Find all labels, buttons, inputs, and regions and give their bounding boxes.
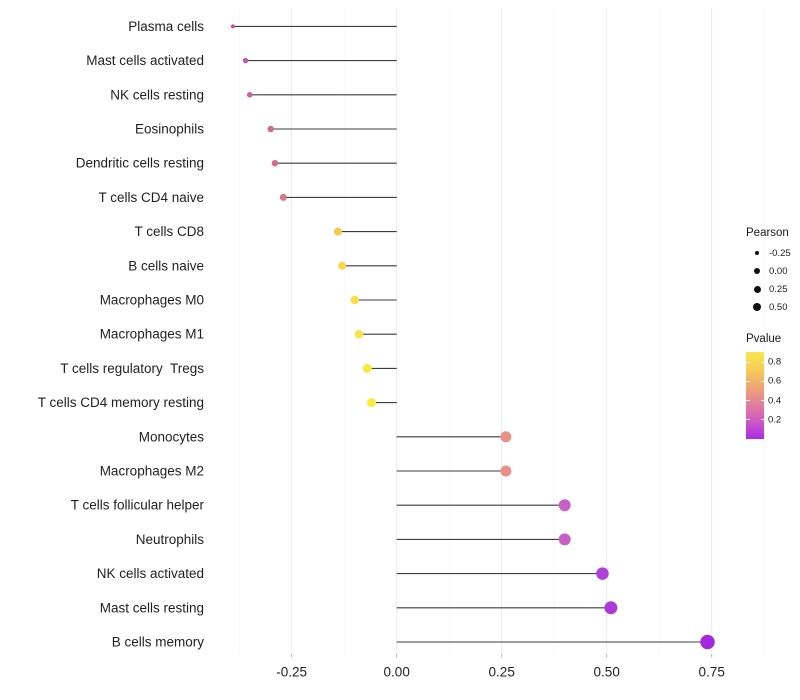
- y-axis-label: Monocytes: [139, 429, 205, 444]
- y-axis-label: T cells CD4 naive: [98, 190, 204, 205]
- y-axis-label: Dendritic cells resting: [76, 156, 204, 171]
- lollipop-dot: [500, 431, 512, 443]
- lollipop-dot: [333, 227, 342, 236]
- lollipop-dot: [246, 92, 253, 98]
- y-axis-label: NK cells resting: [110, 87, 204, 102]
- x-axis-tick-label: 0.25: [489, 665, 515, 680]
- y-axis-label: B cells memory: [112, 635, 205, 650]
- y-axis-label: T cells follicular helper: [71, 498, 205, 513]
- y-axis-label: Plasma cells: [128, 19, 204, 34]
- lollipop-dot: [279, 193, 287, 201]
- x-axis-tick-label: 0.75: [699, 665, 725, 680]
- lollipop-dot: [242, 57, 249, 64]
- y-axis-label: T cells CD4 memory resting: [38, 395, 204, 410]
- lollipop-dot: [338, 261, 347, 270]
- lollipop-dot: [558, 499, 571, 512]
- lollipop-dot: [350, 295, 359, 305]
- lollipop-dot: [558, 533, 571, 546]
- lollipop-dot: [596, 567, 609, 580]
- lollipop-dot: [367, 398, 376, 408]
- y-axis-label: Mast cells activated: [86, 53, 204, 68]
- y-axis-label: T cells regulatory Tregs: [60, 361, 204, 376]
- y-axis-label: Mast cells resting: [100, 600, 204, 615]
- y-axis-label: B cells naive: [128, 258, 204, 273]
- x-axis-tick-label: 0.00: [384, 665, 410, 680]
- lollipop-dot: [500, 465, 512, 477]
- lollipop-dot: [362, 363, 372, 373]
- lollipop-dot: [267, 125, 274, 133]
- y-axis-label: Macrophages M2: [100, 464, 204, 479]
- y-axis-label: Eosinophils: [135, 122, 204, 137]
- y-axis-label: Macrophages M1: [100, 327, 204, 342]
- lollipop-dot: [271, 159, 279, 167]
- x-axis-tick-label: 0.50: [594, 665, 620, 680]
- lollipop-dot: [700, 634, 715, 650]
- y-axis-label: Neutrophils: [136, 532, 205, 547]
- x-axis-tick-label: -0.25: [276, 665, 307, 680]
- y-axis-label: Macrophages M0: [100, 293, 204, 308]
- lollipop-dot: [604, 601, 618, 615]
- lollipop-dot: [354, 329, 364, 339]
- y-axis-label: NK cells activated: [97, 566, 204, 581]
- lollipop-dot: [230, 24, 235, 29]
- y-axis-label: T cells CD8: [134, 224, 204, 239]
